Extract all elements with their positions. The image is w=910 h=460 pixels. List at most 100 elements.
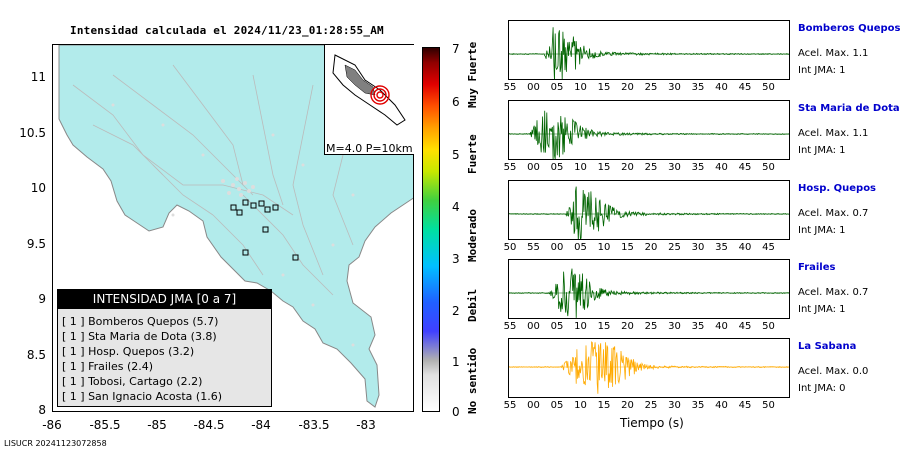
legend-row: [ 1 ] Sta Maria de Dota (3.8) [62,330,217,343]
time-tick-label: 55 [503,162,517,173]
colorbar-number: 5 [452,148,460,162]
seismogram-trace [509,27,789,79]
map-xtick: -84.5 [193,418,225,432]
time-tick-label: 05 [574,242,587,253]
seismogram-trace [509,110,789,159]
time-tick-label: 10 [574,321,587,332]
station-max-accel: Acel. Max. 1.1 [798,48,869,59]
station-name: Bomberos Quepos [798,23,901,34]
time-tick-label: 00 [527,162,540,173]
time-tick-label: 05 [550,82,564,93]
time-tick-label: 25 [668,242,681,253]
legend-row: [ 1 ] Bomberos Quepos (5.7) [62,315,219,328]
station-jma-intensity: Int JMA: 0 [798,383,846,394]
time-tick-label: 00 [527,82,540,93]
station-jma-intensity: Int JMA: 1 [798,304,846,315]
station-jma-intensity: Int JMA: 1 [798,145,846,156]
time-tick-label: 30 [668,400,681,411]
map-xtick: -83.5 [298,418,330,432]
time-tick-label: 15 [597,162,611,173]
inset-svg [332,54,406,126]
station-name: La Sabana [798,341,857,352]
time-tick-label: 50 [503,242,517,253]
time-tick-label: 15 [621,242,634,253]
time-tick-label: 25 [644,321,658,332]
map-ytick: 8.5 [26,348,46,362]
map-xtick: -85.5 [89,418,121,432]
map-title: Intensidad calculada el 2024/11/23_01:28… [70,24,384,37]
colorbar-label: Debil [466,288,479,322]
time-tick-label: 30 [668,82,681,93]
colorbar-label: Fuerte [466,134,479,174]
time-tick-label: 45 [762,242,775,253]
station-max-accel: Acel. Max. 0.7 [798,287,869,298]
map-ytick: 11 [30,70,46,84]
footer-id: LISUCR 20241123072858 [4,439,107,448]
waveform-panel [508,180,790,240]
map-ytick: 9 [38,292,46,306]
time-tick-label: 00 [527,400,540,411]
seismogram-trace-svg [509,27,789,79]
colorbar-number: 7 [452,42,460,56]
map-ytick: 10.5 [19,126,46,140]
time-tick-label: 00 [550,242,564,253]
map-xtick: -83 [356,418,376,432]
time-tick-label: 25 [644,162,658,173]
time-tick-label: 20 [621,321,634,332]
station-max-accel: Acel. Max. 1.1 [798,128,869,139]
time-tick-label: 10 [597,242,611,253]
colorbar-label: Moderado [466,209,479,262]
road-network [72,64,354,296]
time-axis-label: Tiempo (s) [620,416,684,430]
time-tick-label: 10 [574,400,587,411]
seismogram-trace-svg [509,110,789,159]
intensity-colorbar [422,47,440,412]
waveform-panel [508,100,790,160]
time-tick-label: 45 [738,400,752,411]
time-tick-label: 05 [550,162,564,173]
station-jma-intensity: Int JMA: 1 [798,225,846,236]
time-tick-label: 40 [715,82,728,93]
seismogram-trace-svg [509,186,789,239]
epicenter-icon [370,85,390,105]
map-ytick: 10 [30,181,46,195]
time-tick-label: 35 [715,242,728,253]
time-tick-label: 10 [574,162,587,173]
time-tick-label: 30 [668,162,681,173]
map-ytick: 8 [38,403,46,417]
time-tick-label: 20 [621,400,634,411]
colorbar-label: No sentido [466,347,479,414]
map-xtick: -84 [251,418,271,432]
seismogram-trace [509,341,789,394]
seismogram-trace [509,186,789,239]
time-tick-label: 00 [527,321,540,332]
location-inset-map [324,45,414,155]
time-tick-label: 05 [550,321,564,332]
time-tick-label: 25 [644,82,658,93]
map-ytick: 9.5 [26,237,46,251]
legend-title: INTENSIDAD JMA [0 a 7] [57,289,272,309]
time-tick-label: 40 [738,242,752,253]
colorbar-number: 2 [452,304,460,318]
time-tick-label: 45 [738,82,752,93]
time-tick-label: 35 [691,321,705,332]
time-tick-label: 55 [503,82,517,93]
time-tick-label: 05 [550,400,564,411]
colorbar-number: 4 [452,200,460,214]
time-tick-label: 50 [762,162,775,173]
legend-row: [ 1 ] Tobosi, Cartago (2.2) [62,375,203,388]
time-tick-label: 40 [715,162,728,173]
time-tick-label: 50 [762,82,775,93]
legend-row: [ 1 ] Hosp. Quepos (3.2) [62,345,195,358]
time-tick-label: 30 [691,242,705,253]
time-tick-label: 50 [762,400,775,411]
waveform-panel [508,338,790,398]
time-tick-label: 20 [621,82,634,93]
waveform-panel [508,20,790,80]
time-tick-label: 55 [503,321,517,332]
time-tick-label: 45 [738,162,752,173]
time-tick-label: 35 [691,82,705,93]
station-max-accel: Acel. Max. 0.0 [798,366,869,377]
legend-row: [ 1 ] Frailes (2.4) [62,360,154,373]
time-tick-label: 50 [762,321,775,332]
